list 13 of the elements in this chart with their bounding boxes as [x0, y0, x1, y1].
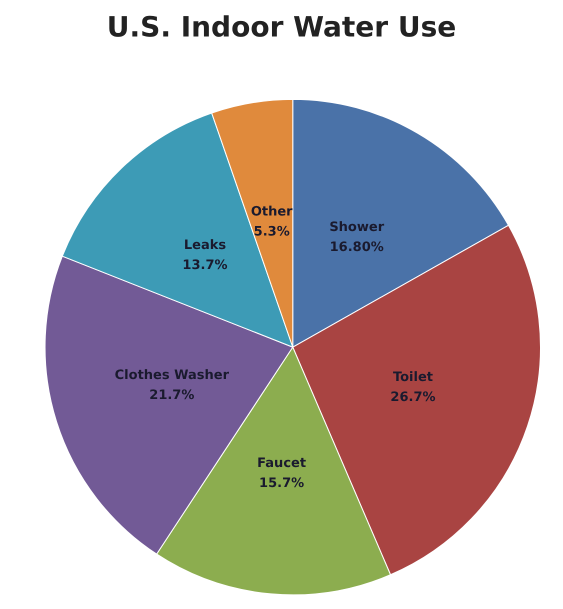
slice-label: Toilet — [392, 370, 433, 386]
slice-label: Other — [250, 204, 294, 220]
data-label: 15.7% — [259, 476, 304, 491]
data-label: 16.80% — [330, 240, 384, 256]
slice-label: Shower — [329, 220, 385, 236]
slice-label: Faucet — [257, 456, 306, 471]
data-label: 21.7% — [149, 388, 194, 403]
data-label: 5.3% — [254, 224, 290, 240]
chart-title: U.S. Indoor Water Use — [106, 10, 456, 44]
slice-label: Clothes Washer — [114, 368, 230, 383]
slice-label: Leaks — [184, 238, 226, 254]
data-label: 26.7% — [390, 390, 436, 406]
data-label: 13.7% — [182, 258, 228, 274]
